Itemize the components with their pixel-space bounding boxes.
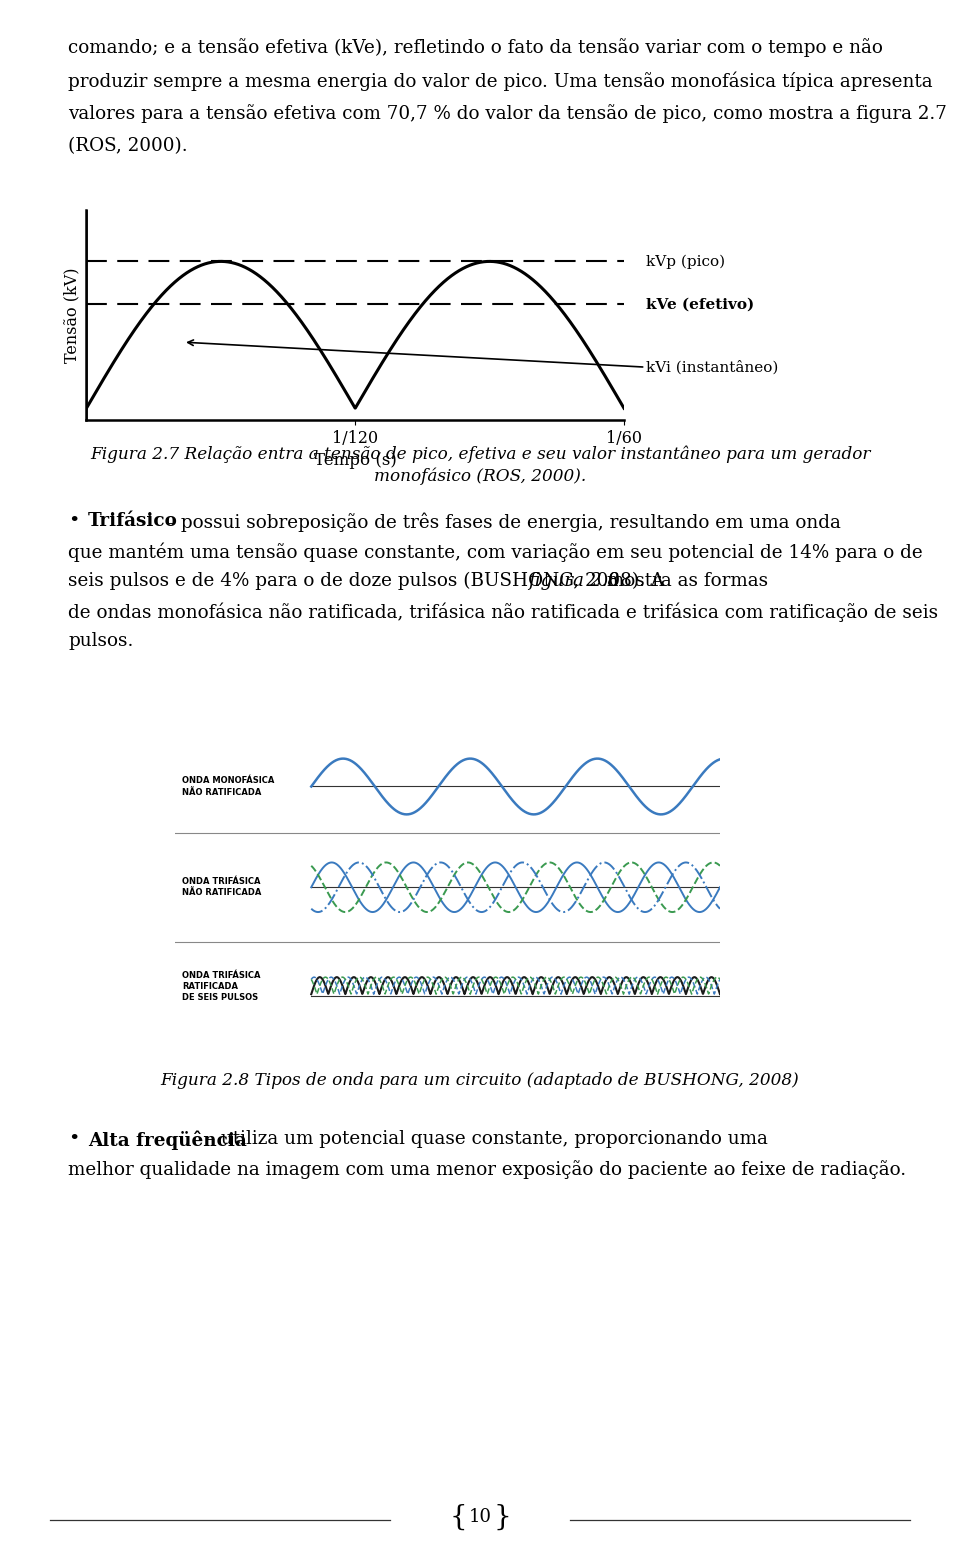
Text: monofásico (ROS, 2000).: monofásico (ROS, 2000). (373, 467, 587, 485)
Text: Figura 2.8 Tipos de onda para um circuito (adaptado de BUSHONG, 2008): Figura 2.8 Tipos de onda para um circuit… (160, 1073, 800, 1090)
Text: de ondas monofásica não ratificada, trifásica não ratificada e trifásica com rat: de ondas monofásica não ratificada, trif… (68, 602, 938, 621)
Text: que mantém uma tensão quase constante, com variação em seu potencial de 14% para: que mantém uma tensão quase constante, c… (68, 543, 923, 561)
Text: 10: 10 (468, 1508, 492, 1526)
Text: seis pulsos e de 4% para o de doze pulsos (BUSHONG, 2008). A: seis pulsos e de 4% para o de doze pulso… (68, 572, 670, 590)
Text: – possui sobreposição de três fases de energia, resultando em uma onda: – possui sobreposição de três fases de e… (160, 513, 841, 532)
Text: pulsos.: pulsos. (68, 632, 133, 651)
Text: Figura 2.7 Relação entra a tensão de pico, efetiva e seu valor instantâneo para : Figura 2.7 Relação entra a tensão de pic… (89, 445, 871, 463)
Text: produzir sempre a mesma energia do valor de pico. Uma tensão monofásica típica a: produzir sempre a mesma energia do valor… (68, 71, 932, 91)
Text: •: • (68, 1131, 80, 1148)
Text: Alta freqüência: Alta freqüência (88, 1131, 247, 1149)
Text: valores para a tensão efetiva com 70,7 % do valor da tensão de pico, como mostra: valores para a tensão efetiva com 70,7 %… (68, 103, 947, 122)
Text: }: } (493, 1504, 511, 1530)
Text: ONDA TRIFÁSICA
RATIFICADA
DE SEIS PULSOS: ONDA TRIFÁSICA RATIFICADA DE SEIS PULSOS (181, 971, 260, 1002)
Text: •: • (68, 513, 80, 530)
Text: figura 2.8: figura 2.8 (529, 572, 620, 590)
Text: comando; e a tensão efetiva (kVe), refletindo o fato da tensão variar com o temp: comando; e a tensão efetiva (kVe), refle… (68, 38, 883, 56)
X-axis label: Tempo (s): Tempo (s) (314, 452, 396, 469)
Text: mostra as formas: mostra as formas (601, 572, 768, 590)
Text: (ROS, 2000).: (ROS, 2000). (68, 136, 187, 155)
Text: {: { (449, 1504, 467, 1530)
Text: kVe (efetivo): kVe (efetivo) (645, 298, 754, 312)
Y-axis label: Tensão (kV): Tensão (kV) (64, 267, 81, 362)
Text: kVp (pico): kVp (pico) (645, 254, 725, 268)
Text: ONDA MONOFÁSICA
NÃO RATIFICADA: ONDA MONOFÁSICA NÃO RATIFICADA (181, 776, 275, 797)
Text: ONDA TRIFÁSICA
NÃO RATIFICADA: ONDA TRIFÁSICA NÃO RATIFICADA (181, 877, 261, 897)
Text: – utiliza um potencial quase constante, proporcionando uma: – utiliza um potencial quase constante, … (200, 1131, 768, 1148)
Text: Trifásico: Trifásico (88, 513, 178, 530)
Text: kVi (instantâneo): kVi (instantâneo) (645, 361, 778, 375)
Text: melhor qualidade na imagem com uma menor exposição do paciente ao feixe de radia: melhor qualidade na imagem com uma menor… (68, 1160, 906, 1179)
